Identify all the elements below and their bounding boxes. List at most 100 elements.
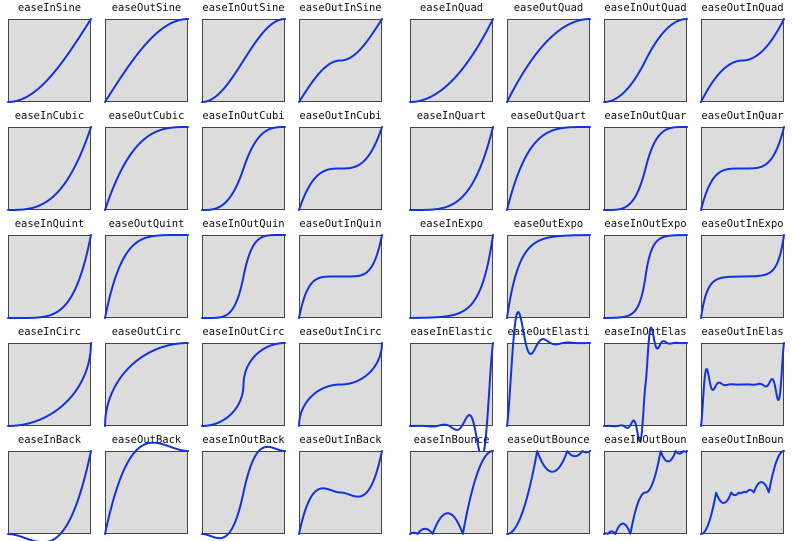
plot-area xyxy=(298,234,383,319)
plot-title: easeInQuart xyxy=(416,110,487,122)
plot-easeOutQuint: easeOutQuint xyxy=(104,216,189,322)
plot-easeOutInSine: easeOutInSine xyxy=(298,0,383,106)
plot-easeOutBounce: easeOutBounce xyxy=(506,432,591,538)
easing-curve xyxy=(7,234,92,319)
plot-title: easeOutInQuad xyxy=(701,2,784,14)
plot-title: easeOutBounce xyxy=(507,434,590,446)
plot-area xyxy=(104,18,189,103)
plot-area xyxy=(700,342,785,427)
easing-curve xyxy=(506,450,591,535)
easing-curve xyxy=(506,18,591,103)
plot-easeOutInBack: easeOutInBack xyxy=(298,432,383,538)
plot-frame xyxy=(299,127,382,210)
plot-area xyxy=(104,441,189,535)
easing-curve xyxy=(603,234,688,319)
plot-easeInQuint: easeInQuint xyxy=(7,216,92,322)
plot-area xyxy=(506,234,591,319)
plot-area xyxy=(201,126,286,211)
plot-area xyxy=(104,342,189,427)
plot-easeInQuart: easeInQuart xyxy=(409,108,494,214)
plot-title: easeInCubic xyxy=(14,110,85,122)
plot-area xyxy=(201,18,286,103)
easing-curve xyxy=(603,326,688,443)
easing-curve xyxy=(104,441,189,535)
plot-frame xyxy=(105,19,188,102)
plot-frame xyxy=(105,235,188,318)
plot-title: easeInBounce xyxy=(413,434,490,446)
plot-title: easeOutInBack xyxy=(299,434,382,446)
plot-frame xyxy=(410,19,493,102)
plot-easeOutInBounce: easeOutInBoun xyxy=(700,432,785,538)
plot-area xyxy=(298,450,383,535)
plot-area xyxy=(7,342,92,427)
plot-title: easeOutCubic xyxy=(108,110,185,122)
plot-title: easeInOutQuar xyxy=(604,110,687,122)
easing-curve xyxy=(700,234,785,319)
plot-area xyxy=(700,234,785,319)
plot-area xyxy=(104,234,189,319)
plot-easeInElastic: easeInElastic xyxy=(409,324,494,458)
plot-easeOutExpo: easeOutExpo xyxy=(506,216,591,322)
plot-frame xyxy=(410,451,493,534)
plot-title: easeOutSine xyxy=(111,2,182,14)
easing-curve xyxy=(298,450,383,535)
plot-easeInOutBack: easeInOutBack xyxy=(201,432,286,540)
plot-area xyxy=(603,126,688,211)
plot-easeInOutQuad: easeInOutQuad xyxy=(603,0,688,106)
plot-easeOutInQuint: easeOutInQuin xyxy=(298,216,383,322)
plot-frame xyxy=(8,343,91,426)
plot-frame xyxy=(8,235,91,318)
plot-easeOutInQuart: easeOutInQuar xyxy=(700,108,785,214)
easing-curve xyxy=(700,450,785,535)
easing-curve xyxy=(409,234,494,319)
plot-easeInOutSine: easeInOutSine xyxy=(201,0,286,106)
plot-area xyxy=(603,326,688,443)
plot-title: easeOutInCubi xyxy=(299,110,382,122)
easing-curve xyxy=(201,234,286,319)
plot-title: easeOutInSine xyxy=(299,2,382,14)
plot-title: easeInBack xyxy=(17,434,82,446)
plot-easeInOutCubic: easeInOutCubi xyxy=(201,108,286,214)
plot-easeOutElastic: easeOutElasti xyxy=(506,311,591,430)
easing-curve xyxy=(409,126,494,211)
plot-title: easeInExpo xyxy=(419,218,484,230)
easing-curve xyxy=(298,342,383,427)
plot-easeInCirc: easeInCirc xyxy=(7,324,92,430)
easing-curve xyxy=(700,342,785,427)
easing-curve xyxy=(7,126,92,211)
easing-curve xyxy=(298,18,383,103)
easing-curve xyxy=(201,126,286,211)
easing-curve xyxy=(603,450,688,535)
plot-easeOutInElastic: easeOutInElas xyxy=(700,324,785,430)
plot-frame xyxy=(507,19,590,102)
plot-title: easeInOutQuad xyxy=(604,2,687,14)
plot-area xyxy=(7,450,92,541)
plot-title: easeInOutQuin xyxy=(202,218,285,230)
plot-title: easeOutQuart xyxy=(510,110,587,122)
plot-area xyxy=(603,450,688,535)
plot-easeOutBack: easeOutBack xyxy=(104,432,189,538)
plot-title: easeOutInElas xyxy=(701,326,784,338)
plot-frame xyxy=(701,343,784,426)
plot-title: easeInSine xyxy=(17,2,82,14)
easing-curve xyxy=(7,18,92,103)
plot-area xyxy=(409,18,494,103)
plot-area xyxy=(700,450,785,535)
easing-curve xyxy=(201,18,286,103)
plot-title: easeInOutSine xyxy=(202,2,285,14)
plot-area xyxy=(201,445,286,540)
plot-easeInOutExpo: easeInOutExpo xyxy=(603,216,688,322)
plot-easeOutInCirc: easeOutInCirc xyxy=(298,324,383,430)
plot-title: easeOutInQuar xyxy=(701,110,784,122)
plot-frame xyxy=(8,451,91,534)
plot-area xyxy=(506,18,591,103)
plot-easeOutSine: easeOutSine xyxy=(104,0,189,106)
easing-curve xyxy=(104,234,189,319)
plot-area xyxy=(298,18,383,103)
easing-curve xyxy=(201,342,286,427)
plot-easeOutCirc: easeOutCirc xyxy=(104,324,189,430)
plot-area xyxy=(506,126,591,211)
easing-curve xyxy=(298,126,383,211)
plot-title: easeInOutCubi xyxy=(202,110,285,122)
